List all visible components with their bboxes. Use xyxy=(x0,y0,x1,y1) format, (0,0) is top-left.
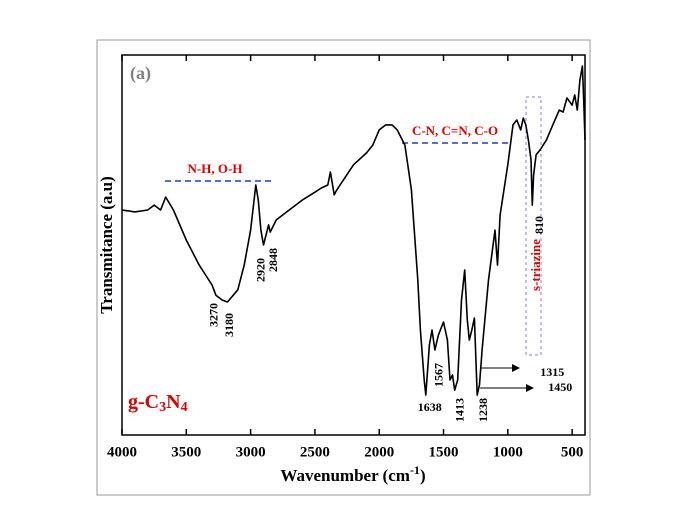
plot-frame xyxy=(121,54,586,436)
x-tick-label: 4000 xyxy=(107,444,137,460)
y-axis-label: Transmitance (a.u) xyxy=(97,176,116,314)
region-label: N-H, O-H xyxy=(188,161,243,176)
x-tick-label: 3000 xyxy=(236,444,266,460)
sample-label-part: 4 xyxy=(181,400,188,415)
arrow-head xyxy=(526,384,534,392)
x-tick-label: 500 xyxy=(561,444,584,460)
region-box xyxy=(525,96,542,356)
x-axis-label: Wavenumber (cm-1) xyxy=(280,463,425,485)
peak-label: 810 xyxy=(532,216,546,234)
region-label: C-N, C=N, C-O xyxy=(412,123,498,138)
peak-label: 1450 xyxy=(548,380,572,394)
sample-label-part: 3 xyxy=(159,400,166,415)
peak-label: 3180 xyxy=(222,313,236,337)
panel-label: (a) xyxy=(130,63,151,84)
peak-label: 1238 xyxy=(476,398,490,422)
peak-label: 1315 xyxy=(540,365,564,379)
peak-label: 1638 xyxy=(418,400,442,414)
spectrum-line xyxy=(121,65,586,396)
figure-border xyxy=(96,39,591,496)
x-tick-label: 1500 xyxy=(429,444,459,460)
peak-label: 2848 xyxy=(266,248,280,272)
sample-label-part: g-C xyxy=(128,391,159,413)
peak-label: 3270 xyxy=(207,303,221,327)
region-label: s-triazine xyxy=(528,239,543,291)
x-label-part: Wavenumber (cm xyxy=(280,466,410,485)
x-label-part: -1 xyxy=(410,463,420,477)
x-label-part: ) xyxy=(420,466,426,485)
peak-label: 2920 xyxy=(254,258,268,282)
arrow-head xyxy=(512,364,520,372)
peak-label: 1413 xyxy=(452,398,466,422)
x-tick-label: 1000 xyxy=(493,444,523,460)
peak-label: 1567 xyxy=(432,363,446,387)
sample-label-part: N xyxy=(166,391,181,413)
sample-label: g-C3N4 xyxy=(128,391,188,416)
x-tick-label: 2500 xyxy=(300,444,330,460)
x-tick-label: 2000 xyxy=(364,444,394,460)
x-tick-label: 3500 xyxy=(171,444,201,460)
